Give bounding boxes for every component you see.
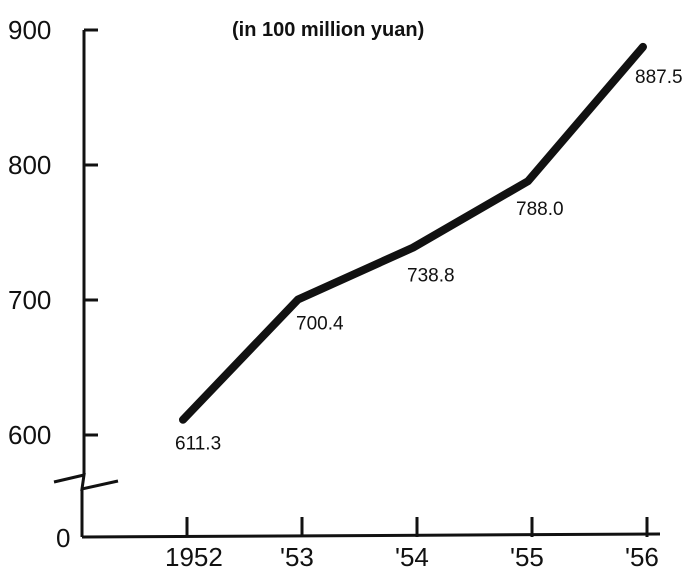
x-axis-line [81,532,661,539]
y-tick-label-700: 700 [8,285,51,315]
x-tick-label-2: '54 [395,542,429,570]
x-tick-label-0: 1952 [165,542,223,570]
y-tick-label-900: 900 [8,15,51,45]
y-axis-ticks: 600 700 800 900 0 [8,15,98,553]
y-axis-break [53,473,119,491]
series-group [179,42,647,424]
y-tick-label-zero: 0 [56,523,70,553]
data-label-1: 700.4 [296,313,344,334]
data-label-4: 887.5 [635,67,683,88]
x-axis-ticks: 1952 '53 '54 '55 '56 [165,517,659,570]
data-labels: 611.3 700.4 738.8 788.0 887.5 [175,67,683,455]
series-line [179,42,647,424]
axes [53,30,661,539]
x-tick-label-4: '56 [625,542,659,570]
x-tick-label-3: '55 [510,542,544,570]
y-tick-label-600: 600 [8,420,51,450]
data-label-0: 611.3 [175,434,221,455]
y-tick-label-800: 800 [8,150,51,180]
data-label-2: 738.8 [407,266,455,287]
x-tick-label-1: '53 [280,542,314,570]
data-label-3: 788.0 [516,199,564,220]
unit-label: (in 100 million yuan) [232,19,424,41]
